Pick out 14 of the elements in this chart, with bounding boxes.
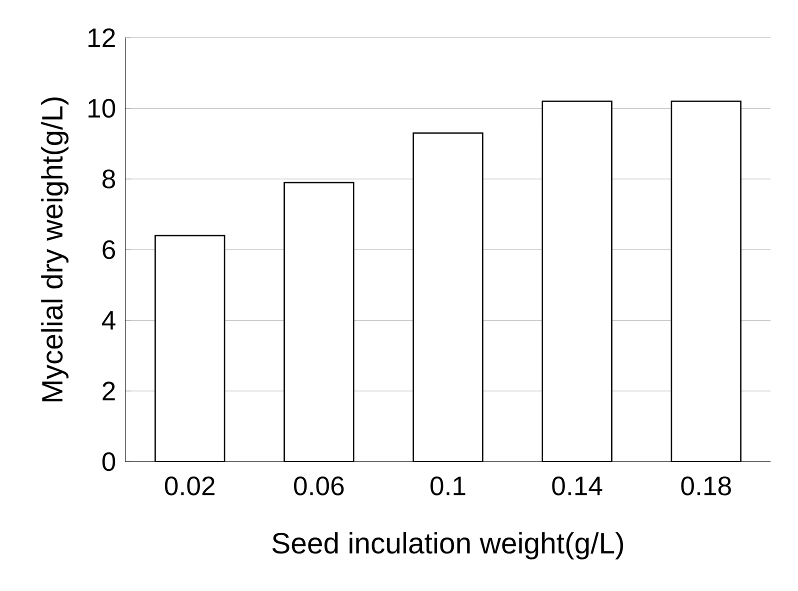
x-tick-label: 0.06 [294,476,344,496]
y-tick-label: 4 [102,311,116,330]
x-tick-label: 0.02 [164,476,214,496]
y-tick-label: 0 [102,452,116,472]
x-tick-label: 0.18 [681,476,731,496]
y-axis-title: Mycelial dry weight(g/L) [41,98,68,402]
y-tick-label: 12 [88,28,115,47]
x-tick-label: 0.14 [552,476,602,496]
y-tick-label: 8 [102,170,116,188]
x-axis-title: Seed inculation weight(g/L) [272,532,624,560]
y-tick-label: 6 [102,240,116,260]
y-tick-label: 2 [102,382,115,400]
x-tick-label: 0.1 [430,476,466,496]
y-tick-label: 10 [88,98,116,118]
